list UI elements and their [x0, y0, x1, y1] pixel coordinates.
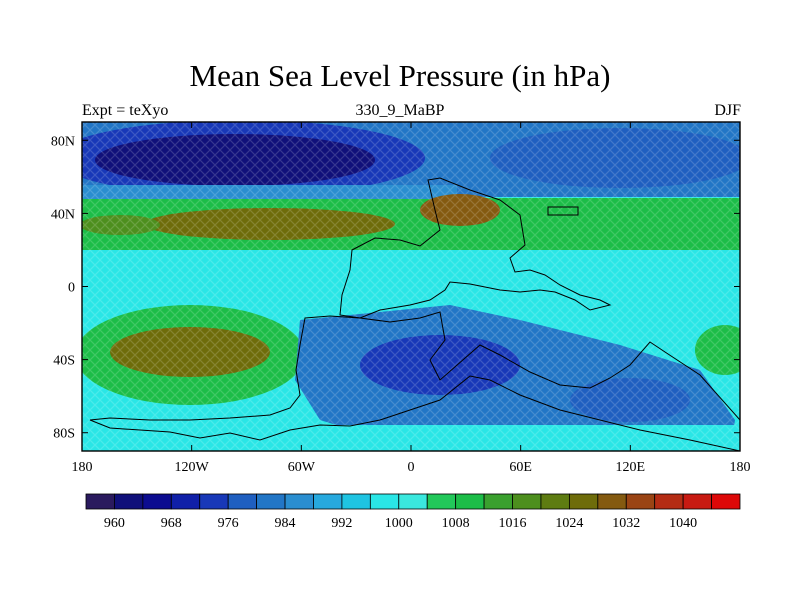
x-axis: 180 120W 60W 0 60E 120E 180	[72, 122, 751, 475]
colorbar-swatch	[455, 493, 485, 510]
colorbar-swatch	[625, 493, 656, 510]
colorbar-swatch	[682, 493, 712, 510]
period-label: 330_9_MaBP	[355, 102, 445, 119]
x-tick-label: 180	[730, 460, 751, 475]
field-texture	[82, 122, 740, 451]
colorbar-swatch	[426, 493, 457, 510]
colorbar-swatch	[227, 493, 258, 510]
colorbar-swatch	[114, 493, 144, 510]
colorbar-label: 960	[104, 516, 125, 531]
colorbar: 960 968 976 984 992 1000 1008 1016 1024 1032 1040	[85, 493, 741, 531]
y-tick-label: 80S	[53, 427, 75, 442]
y-axis: 80N 40N 0 40S 80S	[51, 134, 740, 442]
experiment-label: Expt = teXyo	[82, 102, 169, 119]
colorbar-swatch	[483, 493, 513, 510]
x-tick-label: 120E	[616, 460, 646, 475]
map-title: Mean Sea Level Pressure (in hPa)	[189, 58, 611, 93]
season-label: DJF	[714, 102, 741, 119]
colorbar-label: 984	[275, 516, 296, 531]
colorbar-swatch	[313, 493, 343, 510]
continent-outline-laurasia	[339, 177, 612, 319]
colorbar-swatch	[568, 493, 599, 510]
y-tick-label: 0	[68, 281, 75, 296]
continent-outline-island	[547, 206, 579, 216]
colorbar-swatch	[142, 493, 172, 510]
y-tick-label: 40S	[53, 354, 75, 369]
colorbar-label: 1016	[499, 516, 527, 531]
colorbar-label: 976	[218, 516, 239, 531]
x-tick-label: 60W	[288, 460, 316, 475]
colorbar-swatch	[540, 493, 570, 510]
colorbar-swatch	[711, 493, 741, 510]
colorbar-swatch	[597, 493, 627, 510]
colorbar-swatch	[369, 493, 400, 510]
colorbar-swatch	[85, 493, 115, 510]
colorbar-swatch	[256, 493, 286, 510]
colorbar-label: 1008	[442, 516, 470, 531]
colorbar-label: 992	[331, 516, 352, 531]
colorbar-label: 1024	[555, 516, 583, 531]
colorbar-swatch	[341, 493, 371, 510]
colorbar-swatch	[398, 493, 428, 510]
colorbar-label: 1032	[612, 516, 640, 531]
y-tick-label: 80N	[51, 134, 75, 149]
continent-outline-gondwana	[89, 311, 740, 451]
colorbar-swatch	[654, 493, 684, 510]
colorbar-swatch	[199, 493, 229, 510]
colorbar-swatch	[284, 493, 314, 510]
x-tick-label: 0	[408, 460, 415, 475]
y-tick-label: 40N	[51, 207, 75, 222]
colorbar-swatch	[170, 493, 201, 510]
colorbar-label: 1000	[385, 516, 413, 531]
x-tick-label: 60E	[509, 460, 532, 475]
colorbar-label: 1040	[669, 516, 697, 531]
colorbar-label: 968	[161, 516, 182, 531]
colorbar-swatch	[512, 493, 542, 510]
x-tick-label: 180	[72, 460, 93, 475]
x-tick-label: 120W	[175, 460, 210, 475]
